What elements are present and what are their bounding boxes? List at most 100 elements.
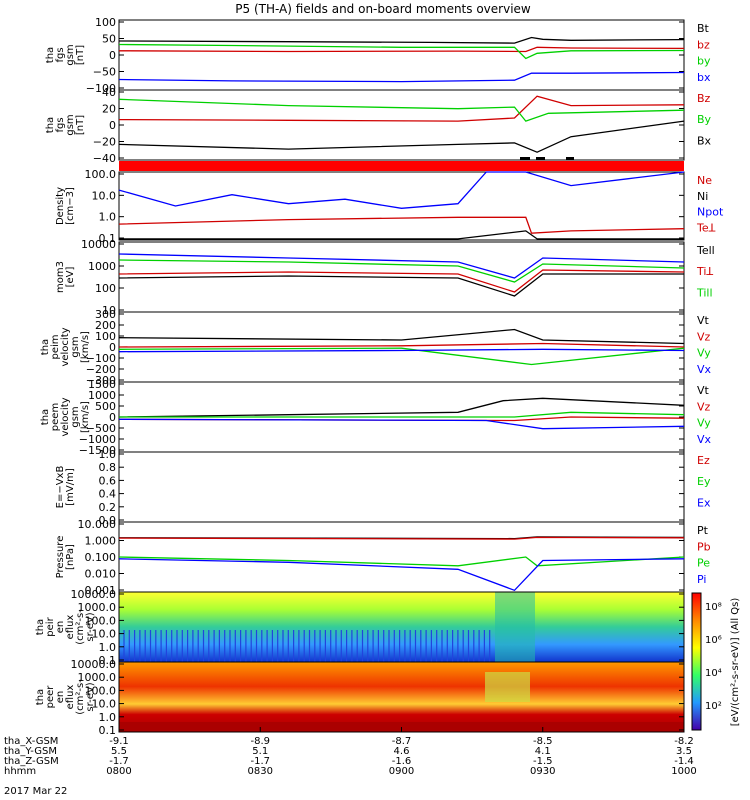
ytick-label: 0 xyxy=(109,49,116,62)
ylabel-line: Pressure xyxy=(55,536,66,579)
orbit-value: 1000 xyxy=(671,766,696,777)
series-bx xyxy=(118,120,685,153)
orbit-value: 0900 xyxy=(389,766,414,777)
legend-entry: Npot xyxy=(697,206,724,219)
series-till xyxy=(118,259,685,283)
orbit-value: -1.4 xyxy=(674,756,694,767)
ylabel-line: tha xyxy=(40,409,51,425)
orbit-value: 4.6 xyxy=(394,746,410,757)
ytick-label: 100.0 xyxy=(85,614,117,627)
legend-entry: Bz xyxy=(697,92,711,105)
ylabel-line: tha xyxy=(35,689,46,705)
ytick-label: 1000 xyxy=(88,260,116,273)
series-npot xyxy=(118,171,685,209)
colorbar-scale xyxy=(691,592,702,731)
legend-entry: Pe xyxy=(697,557,710,570)
ylabel-line: mom3 xyxy=(55,261,66,293)
panel-3: 100.0 10.0 1.0 0.1 Density [cm−3] Ne Ni Npot Teꓕ xyxy=(55,168,724,245)
ytick-label: 0.6 xyxy=(99,474,117,487)
legend-entry: Vx xyxy=(697,363,712,376)
ytick-label: 500 xyxy=(95,400,116,413)
orbit-row-label: tha_Z-GSM xyxy=(4,756,59,767)
ylabel-line: tha xyxy=(45,47,56,63)
ytick-label: 10000.0 xyxy=(71,658,117,671)
series-bz xyxy=(118,95,685,122)
ylabel-line: [mV/m] xyxy=(65,468,76,506)
legend-entry: Vz xyxy=(697,330,711,343)
spectrogram-region xyxy=(495,592,535,662)
panel-frame xyxy=(118,19,685,91)
ylabel-line: velocity xyxy=(60,327,71,366)
panel-frame xyxy=(118,171,685,241)
series-vx xyxy=(118,418,685,430)
spectrogram xyxy=(119,662,684,732)
orbit-value: 5.1 xyxy=(252,746,268,757)
ytick-label: −20 xyxy=(93,136,116,149)
ytick-label: 100.0 xyxy=(85,168,117,181)
status-bars xyxy=(119,157,684,171)
panel-7: 1.00.80.60.40.20.0 E=−VxB [mV/m] Ez Ey Ex xyxy=(55,448,711,527)
colorbar-tick: 10² xyxy=(705,701,722,712)
ytick-label: 0.100 xyxy=(85,551,117,564)
ytick-label: 0 xyxy=(109,411,116,424)
legend-entry: Ne xyxy=(697,174,712,187)
series-bz xyxy=(118,46,685,53)
legend-entry: Ni xyxy=(697,190,708,203)
panel-frame xyxy=(118,451,685,523)
ytick-label: −100 xyxy=(86,352,116,365)
legend-entry: Pi xyxy=(697,573,706,586)
ytick-label: −100 xyxy=(86,82,116,95)
ytick-label: 10.0 xyxy=(92,698,117,711)
orbit-value: -8.7 xyxy=(392,736,412,747)
legend-entry: Ey xyxy=(697,475,711,488)
flag-mark xyxy=(536,157,545,160)
ylabel-line: sr-eV) xyxy=(85,612,96,641)
series-vz xyxy=(118,342,685,348)
ylabel-line: fgs xyxy=(55,117,66,132)
legend-entry: Tiꓕ xyxy=(696,265,713,278)
flag-mark xyxy=(520,157,530,160)
legend-entry: Pt xyxy=(697,524,709,537)
legend-entry: Till xyxy=(696,286,713,299)
ylabel-line: (cm²-s- xyxy=(75,679,86,715)
ytick-label: 0.4 xyxy=(99,488,117,501)
ytick-label: 10.0 xyxy=(92,189,117,202)
ytick-label: 100 xyxy=(95,330,116,343)
legend-entry: Bx xyxy=(697,134,712,147)
series-pe xyxy=(118,556,685,567)
series-tell xyxy=(118,273,684,297)
orbit-row-label: tha_X-GSM xyxy=(4,736,58,747)
ylabel-line: [cm−3] xyxy=(65,187,76,225)
ylabel-line: Density xyxy=(55,187,66,225)
ytick-label: 1000.0 xyxy=(78,671,117,684)
series-pi xyxy=(118,558,685,592)
colorbar: 10⁸ 10⁶ 10⁴ 10² [eV/(cm²-s-sr-eV)] (All Qs) xyxy=(691,592,741,731)
legend-entry: Vy xyxy=(697,417,711,430)
orbit-value: -9.1 xyxy=(109,736,129,747)
ytick-label: 200 xyxy=(95,319,116,332)
legend-entry: Pb xyxy=(697,540,711,553)
orbit-value: -1.6 xyxy=(392,756,412,767)
ylabel-line: gsm xyxy=(70,336,81,357)
ylabel-line: [eV] xyxy=(65,267,76,288)
ylabel-line: gsm xyxy=(65,114,76,135)
ytick-label: 0.0 xyxy=(99,514,117,527)
ytick-label: 10.0 xyxy=(92,628,117,641)
ytick-label: 1.0 xyxy=(99,448,117,461)
colorbar-tick: 10⁶ xyxy=(705,635,722,646)
ytick-label: 1.0 xyxy=(99,711,117,724)
ytick-label: 0.1 xyxy=(99,232,117,245)
series-by xyxy=(118,43,685,60)
legend-entry: Vy xyxy=(697,347,711,360)
colorbar-tick: 10⁸ xyxy=(705,602,722,613)
orbit-row-label: hhmm xyxy=(4,766,36,777)
ytick-label: 100 xyxy=(95,282,116,295)
ytick-label: 1000.0 xyxy=(78,601,117,614)
orbit-value: 0830 xyxy=(248,766,273,777)
ytick-label: 1500 xyxy=(88,378,116,391)
orbit-value: -1.7 xyxy=(250,756,270,767)
spectrogram xyxy=(119,592,684,662)
ytick-label: 50 xyxy=(102,33,116,46)
